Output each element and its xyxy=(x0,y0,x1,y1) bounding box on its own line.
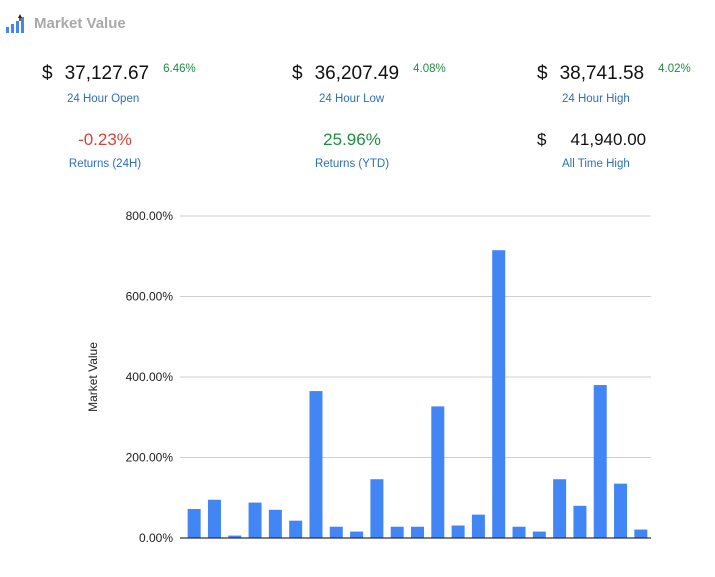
metric-value: 36,207.49 xyxy=(314,63,400,84)
currency-symbol: $ xyxy=(42,63,53,84)
chart-bars xyxy=(187,250,648,538)
bar xyxy=(187,509,201,538)
bar xyxy=(431,406,445,538)
metric-label: 24 Hour Open xyxy=(67,93,140,105)
bar xyxy=(268,509,282,538)
currency-symbol: $ xyxy=(292,63,303,84)
bar xyxy=(411,526,424,538)
bar xyxy=(512,526,526,538)
bar xyxy=(228,535,242,538)
returns-ytd-value: 25.96% xyxy=(323,130,381,149)
bar xyxy=(289,520,303,538)
bar xyxy=(451,525,465,538)
bar xyxy=(593,385,607,538)
bar xyxy=(309,391,323,538)
bar xyxy=(553,479,567,538)
metric-change-pct: 4.02% xyxy=(658,63,691,75)
metric-value: 38,741.58 xyxy=(559,63,645,84)
metric-24h-low: $ 36,207.49 4.08% 24 Hour Low xyxy=(292,63,446,105)
y-tick-label: 200.00% xyxy=(126,451,174,465)
metric-24h-open: $ 37,127.67 6.46% 24 Hour Open xyxy=(42,63,196,105)
ath-value: 41,940.00 xyxy=(570,130,647,149)
returns-24h: -0.23% Returns (24H) xyxy=(55,130,155,170)
bar xyxy=(329,526,343,538)
bar xyxy=(614,483,628,538)
chart-logo-icon xyxy=(6,14,24,33)
returns-24h-label: Returns (24H) xyxy=(68,158,142,170)
bar xyxy=(370,479,384,538)
all-time-high: $ 41,940.00 All Time High xyxy=(537,130,646,170)
returns-24h-value: -0.23% xyxy=(78,130,132,149)
ath-label: All Time High xyxy=(562,158,630,170)
page-title: Market Value xyxy=(34,14,126,32)
bar xyxy=(248,502,262,538)
y-axis-title: Market Value xyxy=(86,342,100,412)
header: Market Value xyxy=(4,10,126,36)
y-tick-label: 800.00% xyxy=(126,209,174,223)
bar xyxy=(350,531,364,538)
metric-label: 24 Hour Low xyxy=(319,93,385,105)
returns-ytd-label: Returns (YTD) xyxy=(314,158,390,170)
bar xyxy=(532,531,546,538)
chart-gridlines xyxy=(180,215,651,539)
y-axis-labels: 0.00% 200.00% 400.00% 600.00% 800.00% xyxy=(126,209,174,545)
y-tick-label: 400.00% xyxy=(126,370,174,384)
y-tick-label: 0.00% xyxy=(139,531,173,545)
bar xyxy=(390,526,404,538)
currency-symbol: $ xyxy=(537,63,548,84)
metric-label: 24 Hour High xyxy=(562,93,630,105)
metric-value: 37,127.67 xyxy=(64,63,150,84)
y-tick-label: 600.00% xyxy=(126,290,174,304)
bar xyxy=(207,499,221,538)
bar xyxy=(573,505,587,538)
bar xyxy=(634,529,648,538)
metric-change-pct: 4.08% xyxy=(413,63,446,75)
bar xyxy=(492,250,506,538)
currency-symbol: $ xyxy=(537,130,547,149)
bar xyxy=(471,514,485,538)
metric-24h-high: $ 38,741.58 4.02% 24 Hour High xyxy=(537,63,691,105)
metric-change-pct: 6.46% xyxy=(163,63,196,75)
bar-chart: 0.00% 200.00% 400.00% 600.00% 800.00% Market… xyxy=(86,209,651,545)
returns-ytd: 25.96% Returns (YTD) xyxy=(302,130,402,170)
